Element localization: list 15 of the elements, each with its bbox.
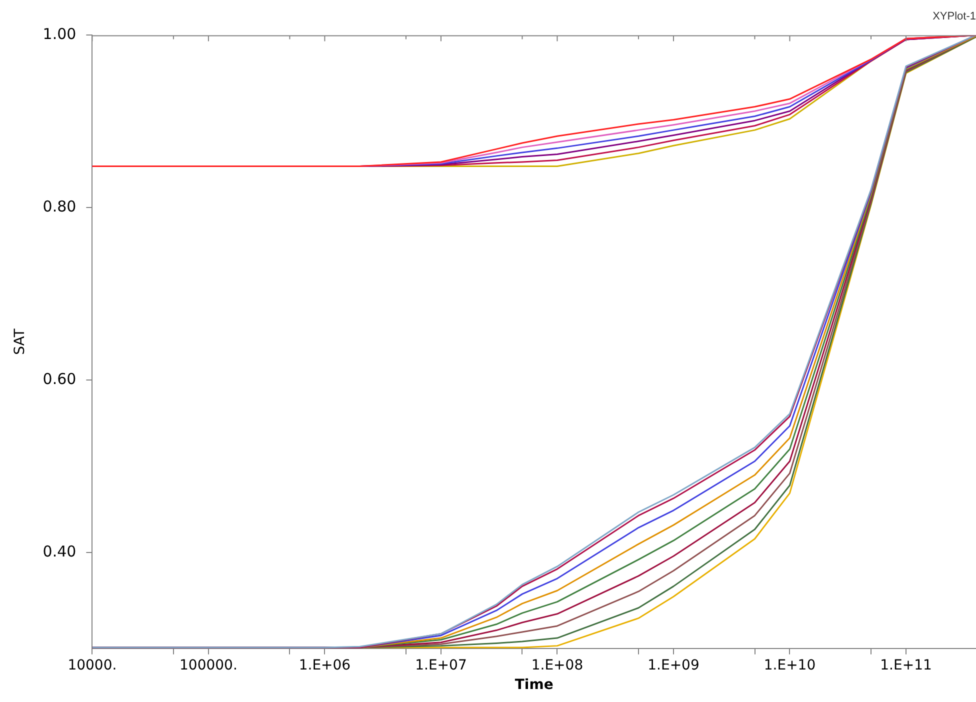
y-tick-label: 0.40 xyxy=(42,542,76,561)
x-tick-label: 10000. xyxy=(68,657,117,674)
x-tick-label: 1.E+07 xyxy=(415,657,467,674)
y-tick-label: 0.60 xyxy=(42,370,76,388)
x-tick-label: 1.E+06 xyxy=(298,657,351,674)
x-tick-label: 1.E+10 xyxy=(764,657,816,674)
y-tick-label: 1.00 xyxy=(42,25,76,44)
x-tick-label: 1.E+09 xyxy=(648,657,700,674)
x-axis-title: Time xyxy=(514,677,554,694)
y-tick-label: 0.80 xyxy=(42,198,76,216)
x-tick-label: 1.E+08 xyxy=(531,657,584,674)
x-tick-label: 100000. xyxy=(180,657,238,674)
x-tick-label: 1.E+11 xyxy=(880,657,932,674)
y-axis-title: SAT xyxy=(12,328,28,355)
chart-title: XYPlot-1 xyxy=(932,10,976,23)
